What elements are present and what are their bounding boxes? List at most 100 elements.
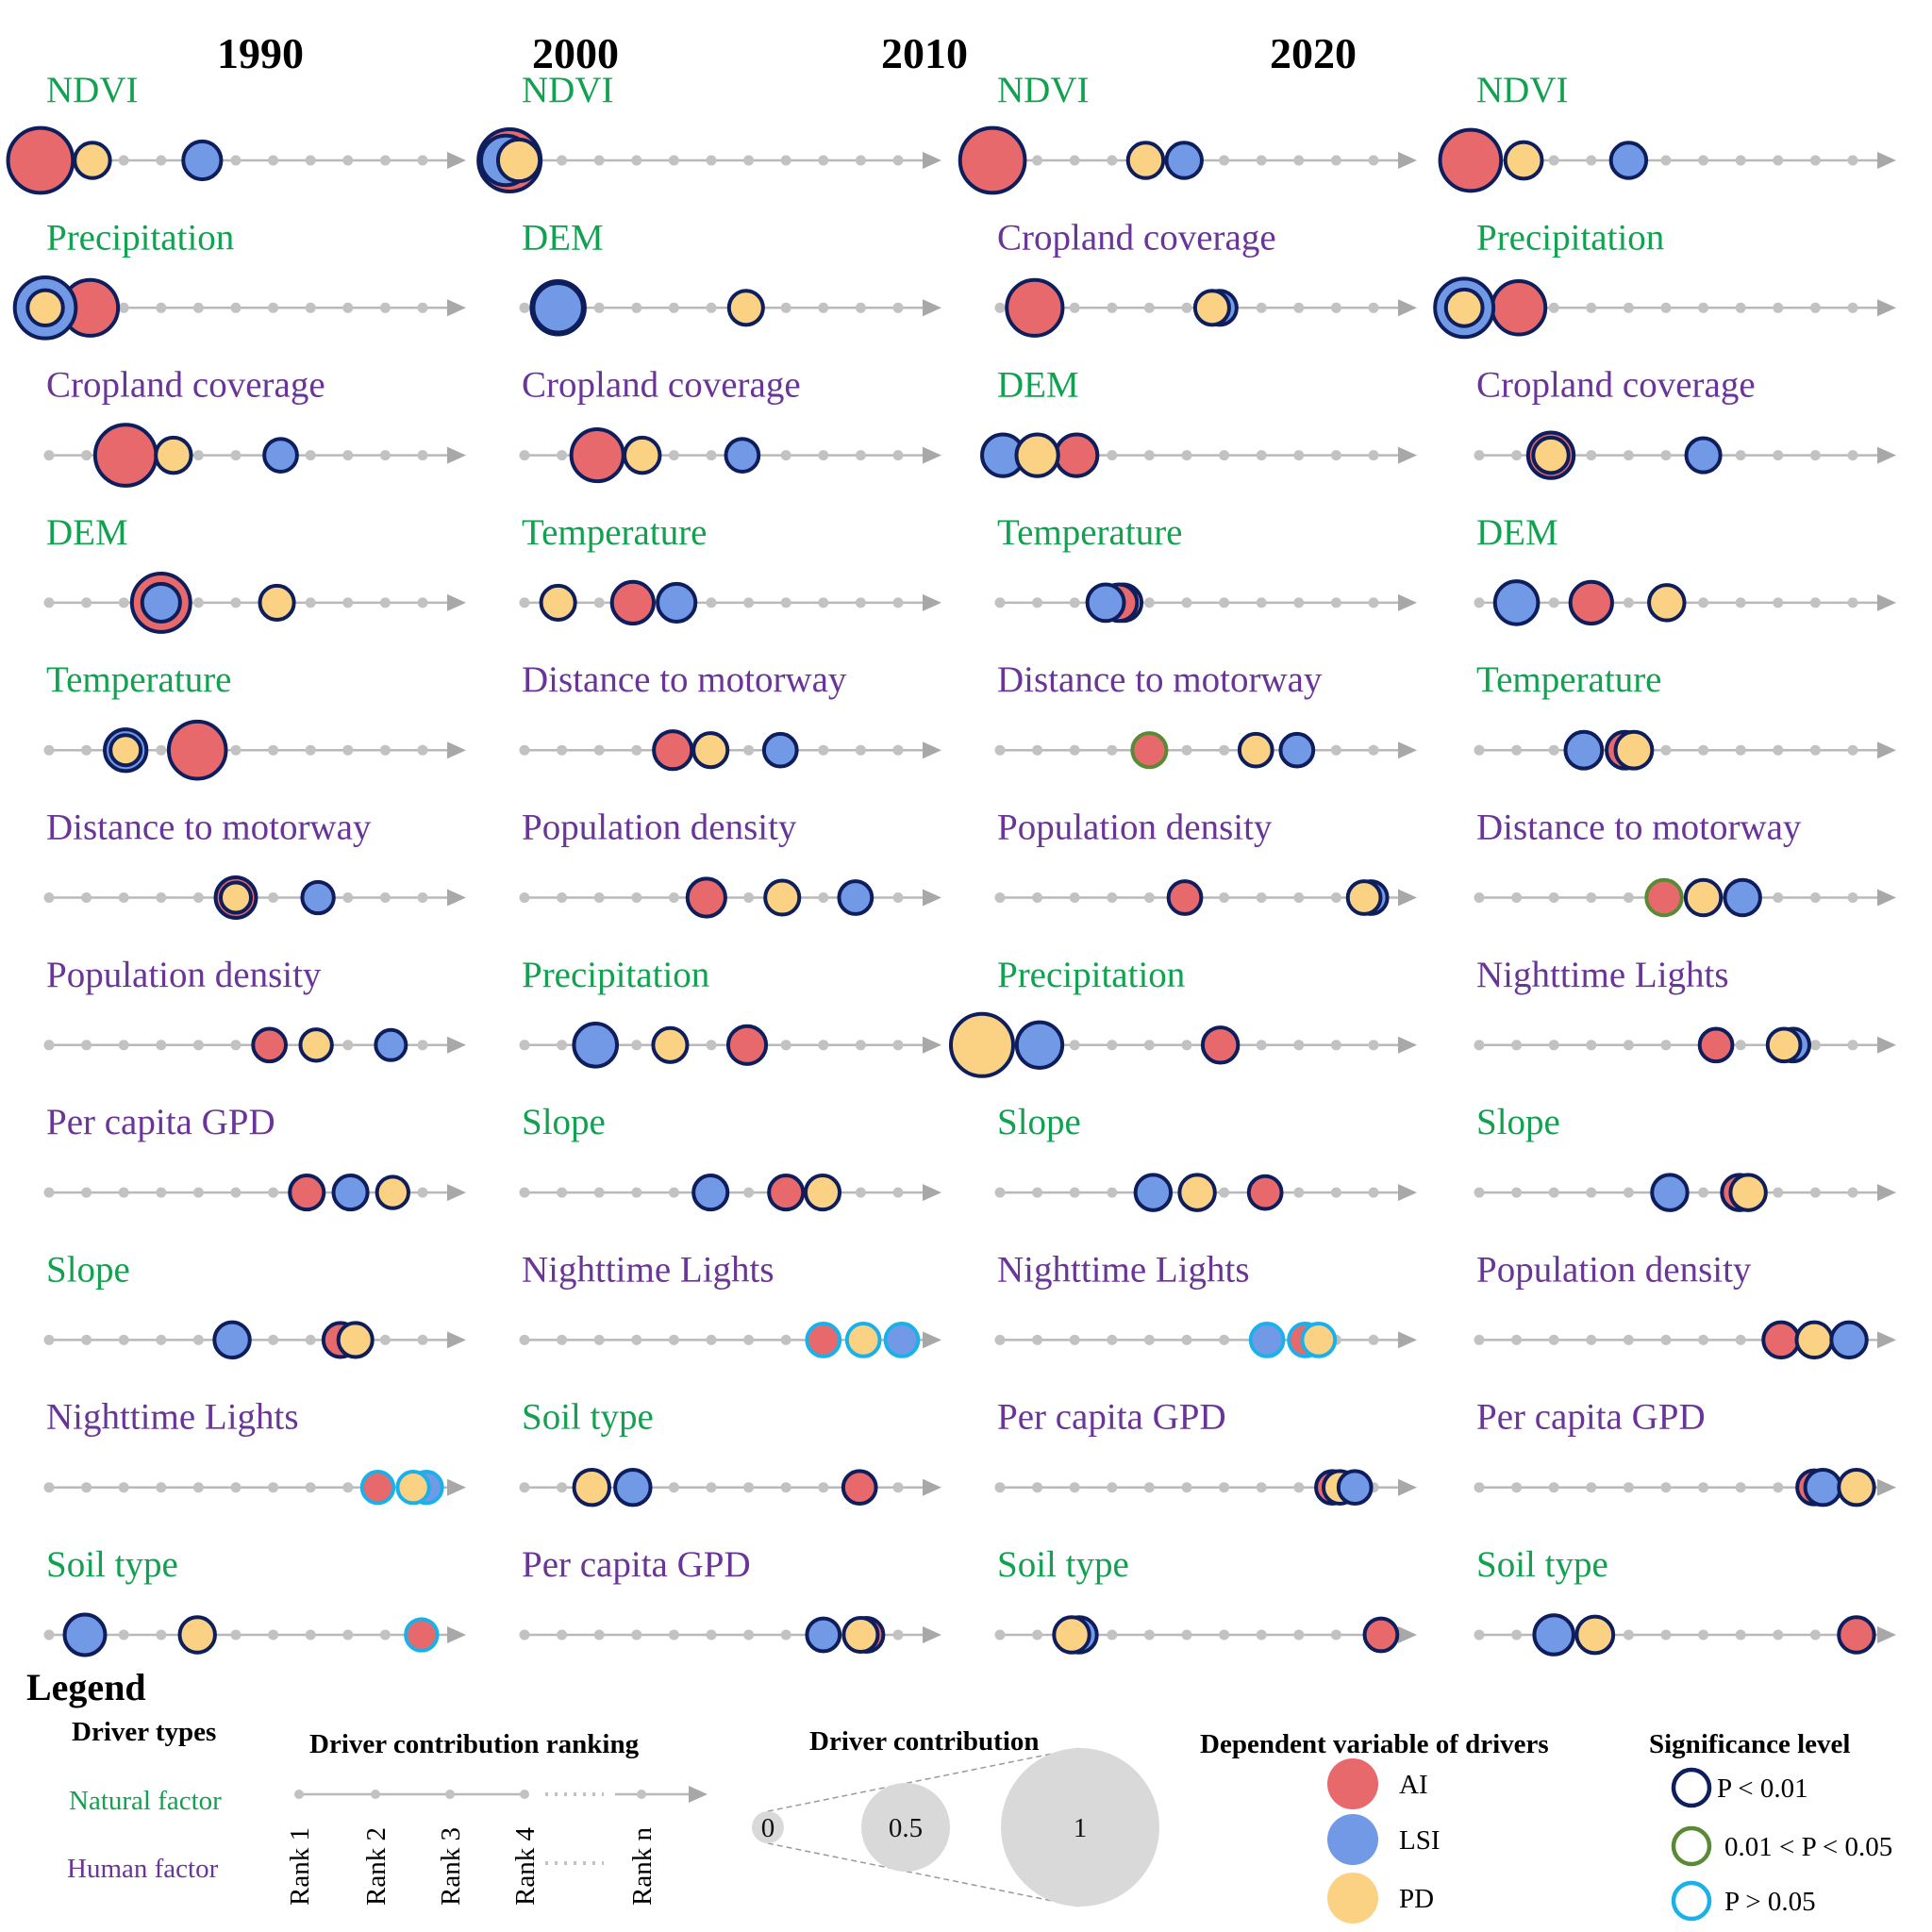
point-lsi <box>1085 582 1126 624</box>
rank-tick <box>1698 155 1709 166</box>
point-ai <box>1246 1174 1284 1211</box>
legend-sig-label: 0.01 < P < 0.05 <box>1724 1832 1892 1862</box>
rank-tick <box>1181 302 1192 313</box>
axis-arrow-icon <box>1398 1626 1417 1643</box>
rank-tick <box>593 597 605 608</box>
rank-tick <box>780 1629 791 1641</box>
rank-tick <box>118 302 129 313</box>
point-ai <box>569 427 625 484</box>
rank-tick <box>1698 597 1709 608</box>
rank-tick <box>342 892 354 903</box>
driver-label: Slope <box>522 1102 606 1142</box>
rank-tick <box>81 744 92 756</box>
point-pd <box>219 880 253 915</box>
axis-arrow-icon <box>923 1331 941 1349</box>
rank-tick <box>81 1040 92 1051</box>
driver-row: Temperature <box>994 512 1417 624</box>
legend-rank-tick <box>520 1790 529 1799</box>
driver-row: Precipitation <box>948 955 1417 1078</box>
rank-tick <box>268 892 279 903</box>
rank-tick <box>1256 450 1267 461</box>
year-title: 2000 <box>532 29 619 77</box>
driver-row: Population density <box>519 808 941 919</box>
rank-tick <box>1293 1482 1305 1493</box>
driver-label: Per capita GPD <box>997 1397 1226 1438</box>
rank-tick <box>1330 155 1341 166</box>
rank-tick <box>1474 1482 1485 1493</box>
rank-tick <box>519 1040 530 1051</box>
rank-tick <box>1330 892 1341 903</box>
rank-tick <box>156 1629 167 1641</box>
point-ai <box>166 719 228 781</box>
driver-row: Distance to motorway <box>43 808 466 920</box>
rank-tick <box>1368 597 1379 608</box>
rank-tick <box>1623 1187 1634 1198</box>
driver-label: Slope <box>997 1102 1081 1142</box>
rank-tick <box>1773 1187 1784 1198</box>
rank-tick <box>1143 597 1155 608</box>
legend-significance-items: P < 0.01 0.01 < P < 0.05 P > 0.05 <box>1671 1767 1892 1922</box>
rank-tick <box>379 450 391 461</box>
point-pd <box>1728 1173 1768 1212</box>
rank-tick <box>268 155 279 166</box>
point-ai <box>1644 877 1684 918</box>
panel-2010: 2010 NDVI Cropland coverage DEM Temperature D… <box>881 29 1417 1655</box>
rank-tick <box>780 597 791 608</box>
rank-tick <box>192 1334 204 1345</box>
rank-tick <box>156 1482 167 1493</box>
point-lsi <box>1532 1613 1575 1657</box>
rank-tick <box>1511 1629 1523 1641</box>
rank-tick <box>1735 1629 1746 1641</box>
legend-rank-label: Rank 3 <box>436 1827 466 1906</box>
rank-tick <box>1032 155 1043 166</box>
legend-var-swatch-lsi <box>1327 1814 1378 1865</box>
rank-tick <box>892 302 904 313</box>
axis-arrow-icon <box>1877 1331 1896 1349</box>
rank-tick <box>156 1040 167 1051</box>
rank-tick <box>1143 1040 1155 1051</box>
rank-tick <box>557 892 568 903</box>
rank-tick <box>1219 1629 1230 1641</box>
point-pd <box>177 1615 217 1655</box>
rank-tick <box>1773 302 1784 313</box>
rank-tick <box>268 1334 279 1345</box>
driver-row: Nighttime Lights <box>994 1249 1417 1358</box>
rank-tick <box>268 1187 279 1198</box>
point-lsi <box>837 879 874 916</box>
legend-size-circle <box>1001 1748 1159 1907</box>
rank-tick <box>1107 892 1118 903</box>
driver-label: Precipitation <box>46 217 234 258</box>
legend-sig-label: P < 0.01 <box>1717 1774 1808 1804</box>
point-pd <box>1125 141 1166 180</box>
rank-tick <box>1330 1187 1341 1198</box>
driver-label: Soil type <box>46 1544 178 1585</box>
rank-tick <box>118 597 129 608</box>
rank-tick <box>1293 892 1305 903</box>
rank-tick <box>1143 892 1155 903</box>
rank-tick <box>1107 155 1118 166</box>
axis-arrow-icon <box>447 1184 466 1202</box>
rank-tick <box>1586 1187 1597 1198</box>
rank-tick <box>743 1187 755 1198</box>
rank-tick <box>1368 450 1379 461</box>
rank-tick <box>1143 1334 1155 1345</box>
driver-row: Cropland coverage <box>43 365 466 488</box>
driver-row: Soil type <box>519 1397 941 1507</box>
rank-tick <box>1368 744 1379 756</box>
axis-arrow-icon <box>1398 1478 1417 1496</box>
point-ai <box>1761 1320 1801 1360</box>
rank-tick <box>855 744 866 756</box>
rank-tick <box>631 1334 642 1345</box>
driver-row: Soil type <box>994 1544 1417 1655</box>
rank-tick <box>1773 1629 1784 1641</box>
driver-row: Population density <box>994 808 1417 916</box>
rank-tick <box>81 597 92 608</box>
driver-label: Nighttime Lights <box>522 1249 774 1290</box>
rank-tick <box>1511 1040 1523 1051</box>
panel-2020: 2020 NDVI Precipitation Cropland coverage DE… <box>1270 29 1896 1657</box>
rank-tick <box>557 1482 568 1493</box>
axis-arrow-icon <box>447 1478 466 1496</box>
driver-label: DEM <box>997 365 1079 406</box>
axis-arrow-icon <box>447 889 466 907</box>
rank-tick <box>118 892 129 903</box>
